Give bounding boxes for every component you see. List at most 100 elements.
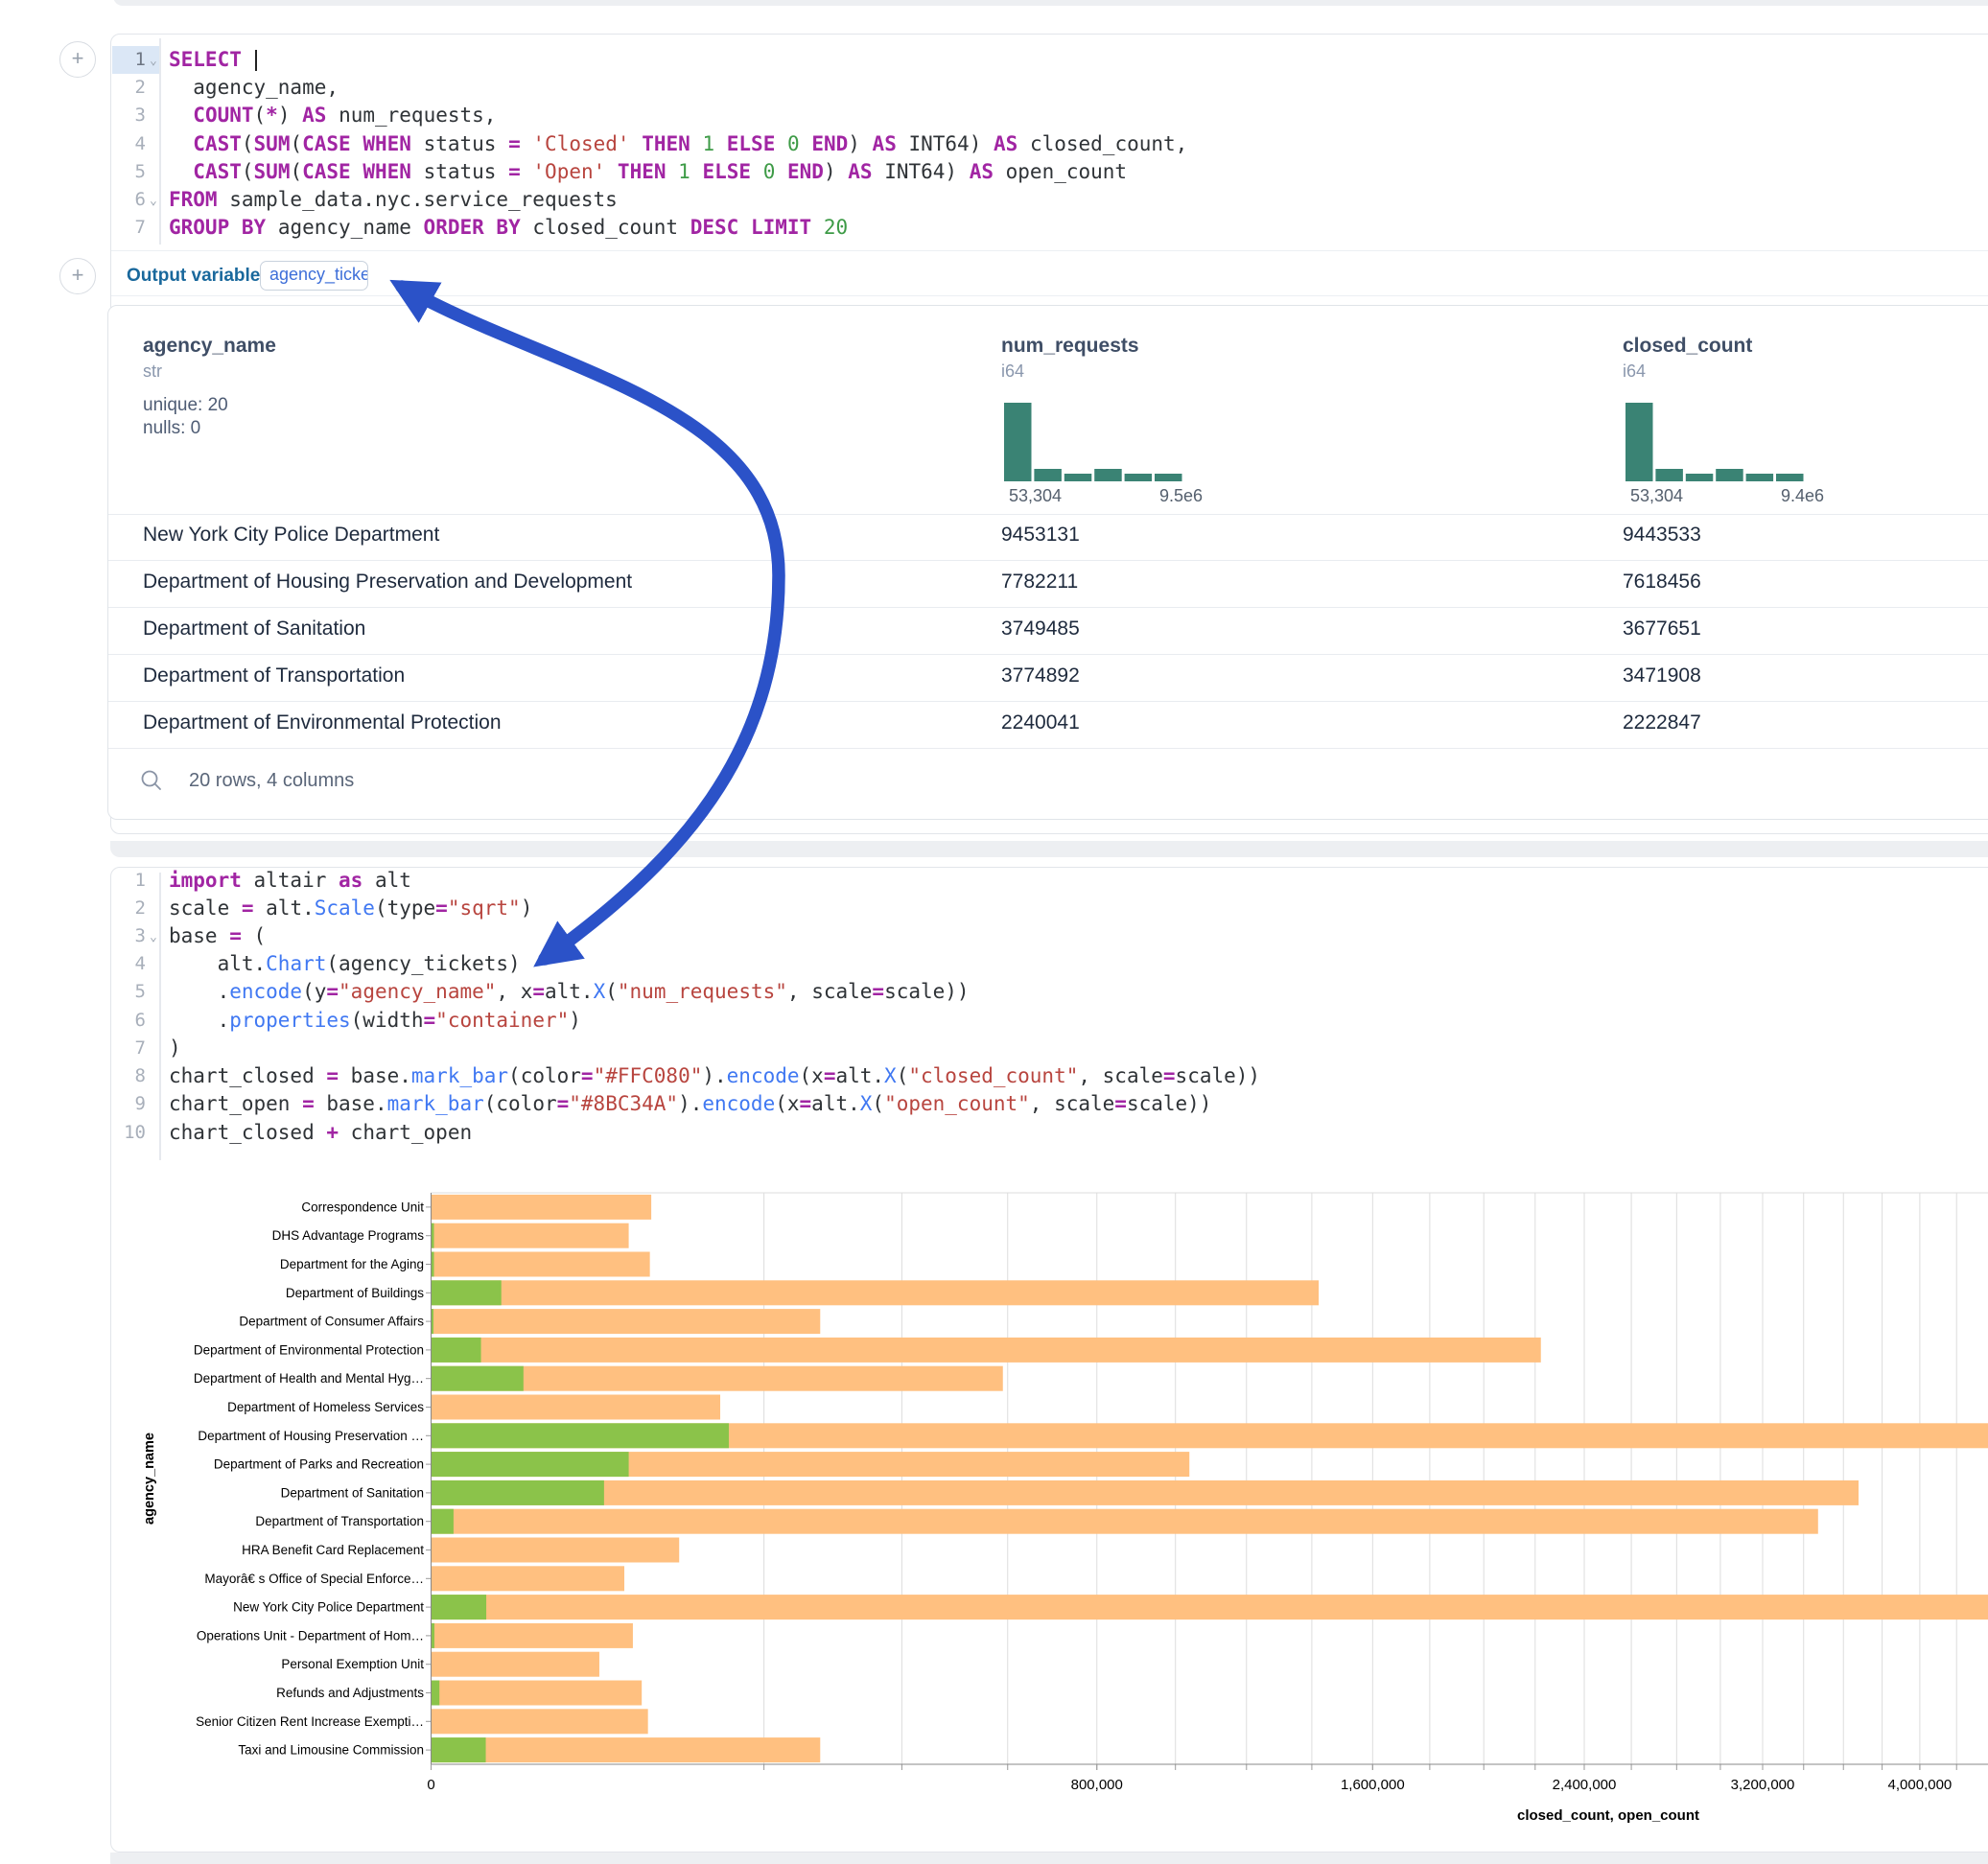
y-axis-label: Department of Homeless Services [227,1400,424,1414]
code-text: GROUP BY agency_name ORDER BY closed_cou… [169,216,849,240]
code-line[interactable]: 3 COUNT(*) AS num_requests, [0,101,1988,129]
table-cell: 9453131 [1001,524,1080,546]
code-text: chart_closed = base.mark_bar(color="#FFC… [169,1064,1261,1088]
code-text: import altair as alt [169,868,411,892]
y-axis-label: Senior Citizen Rent Increase Exempti… [196,1714,424,1729]
code-text: alt.Chart(agency_tickets) [169,952,521,976]
code-text: ) [169,1036,181,1060]
column-type: i64 [1001,361,1025,381]
code-line[interactable]: 10 chart_closed + chart_open [0,1118,1988,1147]
bar-open [431,1595,487,1620]
bar-closed [431,1223,629,1248]
active-line-highlight [112,46,159,74]
code-text: chart_closed + chart_open [169,1120,473,1144]
fold-chevron-icon[interactable]: ⌄ [150,194,157,208]
code-line[interactable]: 4 alt.Chart(agency_tickets) [0,949,1988,978]
line-number: 2 [134,897,146,919]
column-histogram [1004,403,1182,481]
table-cell: 3677651 [1623,617,1701,640]
fold-chevron-icon[interactable]: ⌄ [150,54,157,68]
fold-chevron-icon[interactable]: ⌄ [150,929,157,944]
row-separator [108,607,1988,609]
column-header-num_requests[interactable]: num_requests [1001,335,1139,357]
code-line[interactable]: 3 ⌄ base = ( [0,921,1988,950]
bar-closed [431,1709,648,1735]
line-number: 4 [134,953,146,975]
python-cell-bottom-band [110,1852,1988,1864]
column-stat: unique: 20 [143,395,228,415]
y-axis-label: Department for the Aging [280,1257,424,1271]
output-variable-input[interactable]: agency_tickets [260,261,368,291]
code-line[interactable]: 6 ⌄ FROM sample_data.nyc.service_requests [0,185,1988,214]
y-axis-label: Department of Buildings [286,1286,424,1300]
bar-open [431,1280,502,1306]
bar-open [431,1622,434,1648]
table-cell: 7618456 [1623,571,1701,593]
code-text: agency_name, [169,76,339,100]
line-number: 6 [134,189,146,210]
code-line[interactable]: 5 .encode(y="agency_name", x=alt.X("num_… [0,977,1988,1006]
line-number: 1 [134,49,146,70]
histogram-min-label: 53,304 [1009,486,1063,505]
table-cell: 2222847 [1623,711,1701,734]
y-axis-label: Mayorâ€ s Office of Special Enforce… [204,1572,424,1586]
code-line[interactable]: 9 chart_open = base.mark_bar(color="#8BC3… [0,1089,1988,1118]
code-line[interactable]: 5 CAST(SUM(CASE WHEN status = 'Open' THE… [0,157,1988,186]
x-axis-label: 2,400,000 [1553,1777,1617,1793]
bar-closed [431,1680,643,1706]
code-line[interactable]: 1 import altair as alt [0,866,1988,895]
table-cell: 7782211 [1001,571,1079,593]
previous-cell-bottom-band [113,0,1988,6]
code-line[interactable]: 7 GROUP BY agency_name ORDER BY closed_co… [0,213,1988,242]
table-cell: 3471908 [1623,664,1701,687]
row-separator [108,560,1988,562]
bar-open [431,1480,604,1505]
search-icon[interactable] [139,768,164,793]
bar-closed [431,1251,650,1277]
sql-cell-bottom-band [110,841,1988,857]
output-variable-label: Output variable: [127,266,267,286]
table-cell: 3749485 [1001,617,1080,640]
bar-closed [431,1280,1320,1306]
y-axis-label: Department of Health and Mental Hyg… [194,1371,424,1386]
x-axis-label: 0 [427,1777,434,1793]
bar-open [431,1309,433,1335]
bar-open [431,1737,486,1763]
code-text: .encode(y="agency_name", x=alt.X("num_re… [169,980,970,1004]
x-axis-label: 1,600,000 [1341,1777,1405,1793]
y-axis-title: agency_name [142,1433,157,1525]
y-axis-label: DHS Advantage Programs [272,1228,425,1243]
line-number: 9 [134,1093,146,1115]
row-separator [108,748,1988,749]
separator [111,295,1988,296]
code-line[interactable]: 1 ⌄ SELECT [0,45,1988,74]
x-axis-label: 4,000,000 [1888,1777,1953,1793]
y-axis-label: HRA Benefit Card Replacement [242,1543,424,1557]
column-header-closed_count[interactable]: closed_count [1623,335,1753,357]
table-cell: Department of Transportation [143,664,406,687]
x-axis-label: 800,000 [1071,1777,1123,1793]
line-number: 2 [134,77,146,99]
table-cell: New York City Police Department [143,524,440,546]
code-line[interactable]: 6 .properties(width="container") [0,1006,1988,1035]
column-header-agency_name[interactable]: agency_name [143,335,276,357]
code-line[interactable]: 8 chart_closed = base.mark_bar(color="#FF… [0,1061,1988,1090]
code-line[interactable]: 4 CAST(SUM(CASE WHEN status = 'Closed' T… [0,129,1988,158]
code-text: base = ( [169,923,267,947]
code-line[interactable]: 2 scale = alt.Scale(type="sqrt") [0,894,1988,922]
add-cell-button-top[interactable]: + [59,41,96,78]
sql-gutter-separator [159,38,161,245]
code-line[interactable]: 2 agency_name, [0,73,1988,102]
add-cell-button-output[interactable]: + [59,258,96,294]
y-axis-label: Department of Transportation [255,1514,424,1528]
y-axis-label: Correspondence Unit [301,1200,424,1214]
code-line[interactable]: 7) [0,1034,1988,1062]
code-text: scale = alt.Scale(type="sqrt") [169,896,533,920]
column-type: str [143,361,162,381]
bar-closed [431,1309,821,1335]
row-separator [108,701,1988,703]
bar-open [431,1423,729,1449]
table-row-count: 20 rows, 4 columns [189,770,355,791]
line-number: 7 [134,1037,146,1059]
text-cursor [254,50,257,71]
